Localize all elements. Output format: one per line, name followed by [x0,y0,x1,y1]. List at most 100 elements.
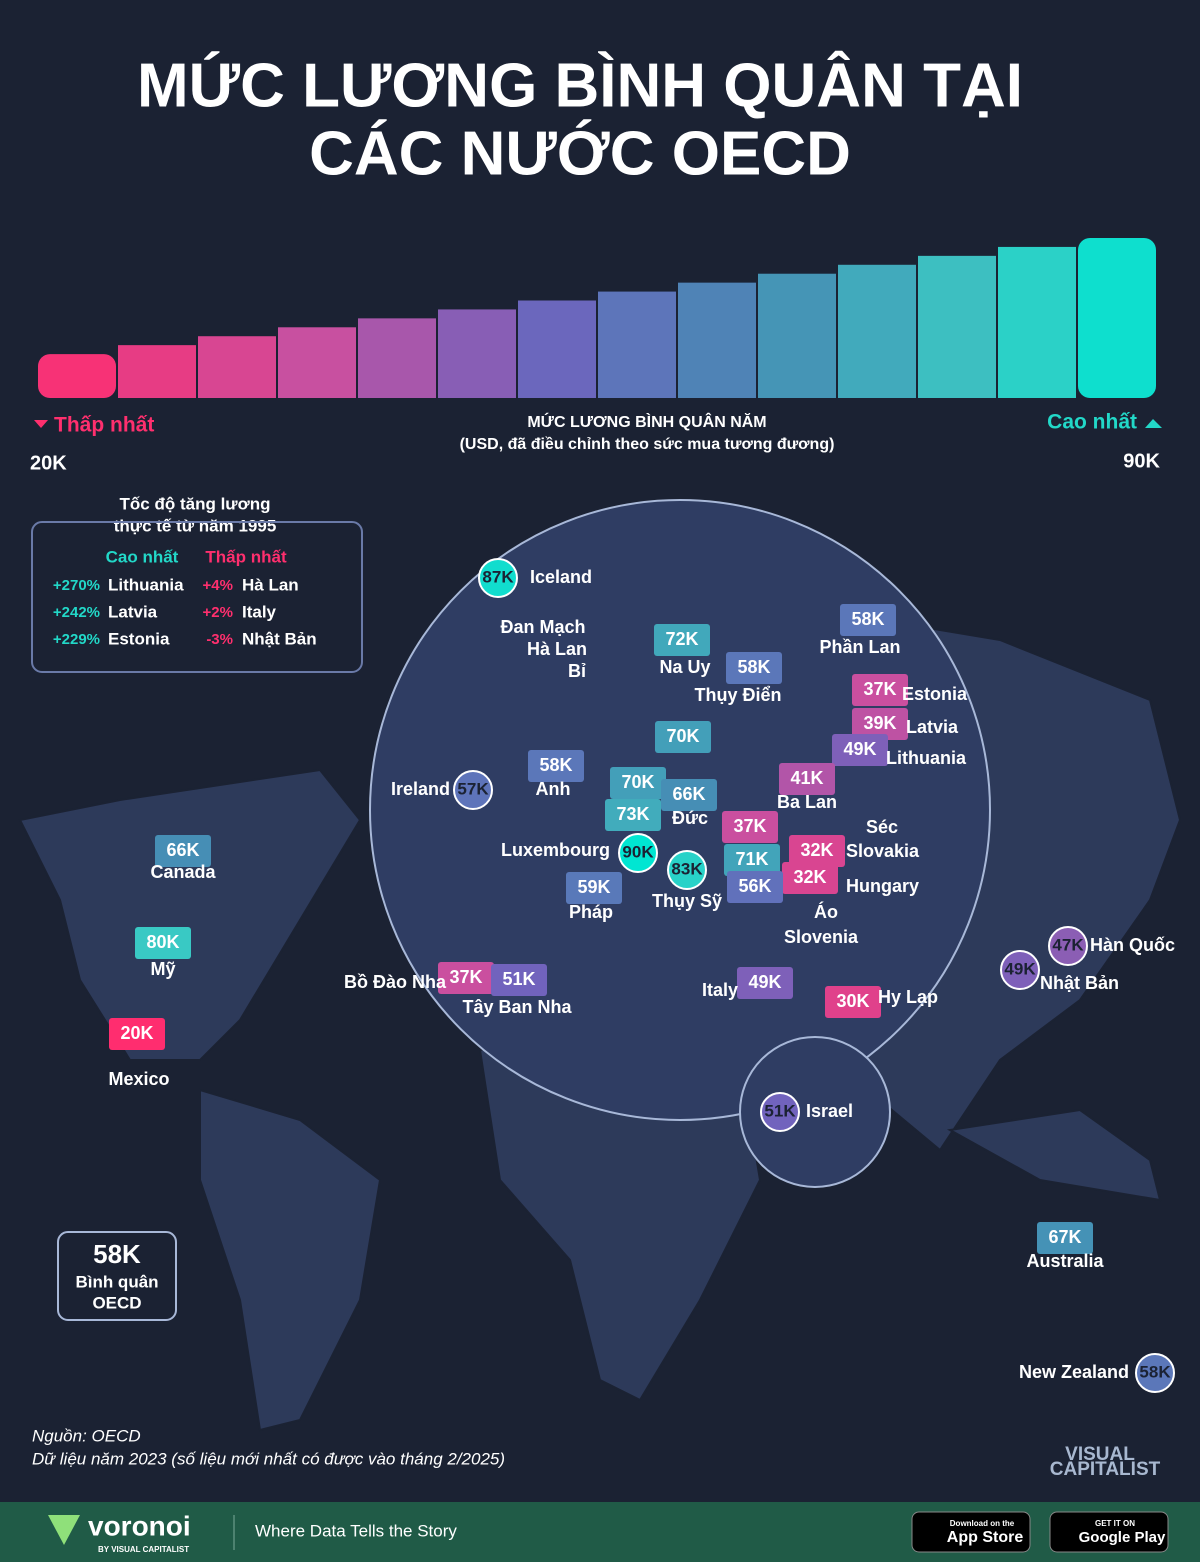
country-name: Tây Ban Nha [462,997,572,1017]
country-bubble [453,770,493,810]
scale-segment [918,255,996,398]
country-bubble [667,850,707,890]
scale-segment [438,309,516,398]
country-region [722,811,778,843]
scale-segment [838,264,916,398]
up-arrow [1145,419,1162,428]
source: Nguồn: OECD [32,1426,141,1445]
country-name: Ireland [391,779,450,799]
country-name: Bồ Đào Nha [344,972,447,992]
brand: voronoi [88,1510,191,1541]
country-value: 30K [836,991,869,1011]
country-value: 72K [665,629,698,649]
app-store-button[interactable] [911,1511,1031,1553]
country-bubble [618,833,658,873]
country-value: 51K [502,969,535,989]
country-value: 32K [793,867,826,887]
growth-header: Thấp nhất [205,547,287,566]
country-name: Thụy Điển [694,685,781,705]
note: Dữ liệu năm 2023 (số liệu mới nhất có đư… [32,1449,505,1468]
low-label: Thấp nhất [54,414,154,437]
country-region [782,862,838,894]
country-value: 56K [738,876,771,896]
country-value: 58K [851,609,884,629]
country-name: Iceland [530,567,592,587]
google-play-button[interactable] [1049,1511,1169,1553]
country-value: 83K [671,859,703,878]
country-value: 87K [482,567,514,586]
country-region [852,674,908,706]
country-value: 32K [800,840,833,860]
country-region [779,763,835,795]
country-value: 66K [166,840,199,860]
growth-pct: +242% [53,604,100,621]
country-name: Na Uy [659,657,710,677]
country-name: Áo [814,901,838,922]
country-name: Latvia [906,717,959,737]
country-region [654,624,710,656]
country-name: Nhật Bản [1040,973,1119,993]
growth-box [31,521,363,673]
scale-segment [278,327,356,398]
growth-pct: +229% [53,631,100,648]
average-label: OECD [92,1293,141,1312]
country-name: Hungary [846,876,919,896]
country-value: 47K [1052,935,1084,954]
country-value: 80K [146,932,179,952]
country-name: Canada [150,862,216,882]
country-name: Slovakia [846,841,920,861]
country-name: Luxembourg [501,840,610,860]
country-bubble [1000,950,1040,990]
app-store-small: Download on the [950,1519,1015,1528]
country-region [491,964,547,996]
country-region [528,750,584,782]
country-value: 49K [1004,959,1036,978]
country-name: Ba Lan [777,792,837,812]
growth-pct: +270% [53,577,100,594]
country-region [605,799,661,831]
country-region [155,835,211,867]
israel-zoom [739,1036,891,1188]
country-name: Australia [1026,1251,1104,1271]
country-region [655,721,711,753]
title: MỨC LƯƠNG BÌNH QUÂN TẠI [137,51,1023,120]
country-value: 58K [1139,1362,1171,1381]
country-value: 70K [666,726,699,746]
scale-segment [118,345,196,398]
scale-caption: MỨC LƯƠNG BÌNH QUÂN NĂM [527,412,766,431]
country-region [724,844,780,876]
country-bubble [1135,1353,1175,1393]
growth-pct: +2% [203,604,233,621]
country-bubble [760,1092,800,1132]
country-name: Mỹ [150,959,175,979]
scale-segment [198,336,276,398]
country-name: Hàn Quốc [1090,935,1175,955]
growth-country: Hà Lan [242,575,299,594]
country-value: 49K [843,739,876,759]
country-value: 71K [735,849,768,869]
scale-segment [758,273,836,398]
scale-max: 90K [1123,450,1160,472]
country-value: 37K [863,679,896,699]
country-value: 73K [616,804,649,824]
country-value: 37K [733,816,766,836]
country-name: Mexico [108,1069,169,1089]
country-region [1037,1222,1093,1254]
country-value: 59K [577,877,610,897]
country-value: 51K [764,1101,796,1120]
country-name: Thụy Sỹ [652,891,722,911]
country-name: Estonia [902,684,968,704]
scale-segment [358,318,436,398]
country-value: 37K [449,967,482,987]
down-arrow [34,420,48,428]
country-name: Lithuania [886,748,967,768]
scale-segment [38,354,116,398]
growth-pct: +4% [203,577,233,594]
country-value: 58K [737,657,770,677]
tagline: Where Data Tells the Story [255,1521,457,1540]
country-value: 57K [457,779,489,798]
country-region [109,1018,165,1050]
country-name: Anh [536,779,571,799]
country-value: 20K [120,1023,153,1043]
